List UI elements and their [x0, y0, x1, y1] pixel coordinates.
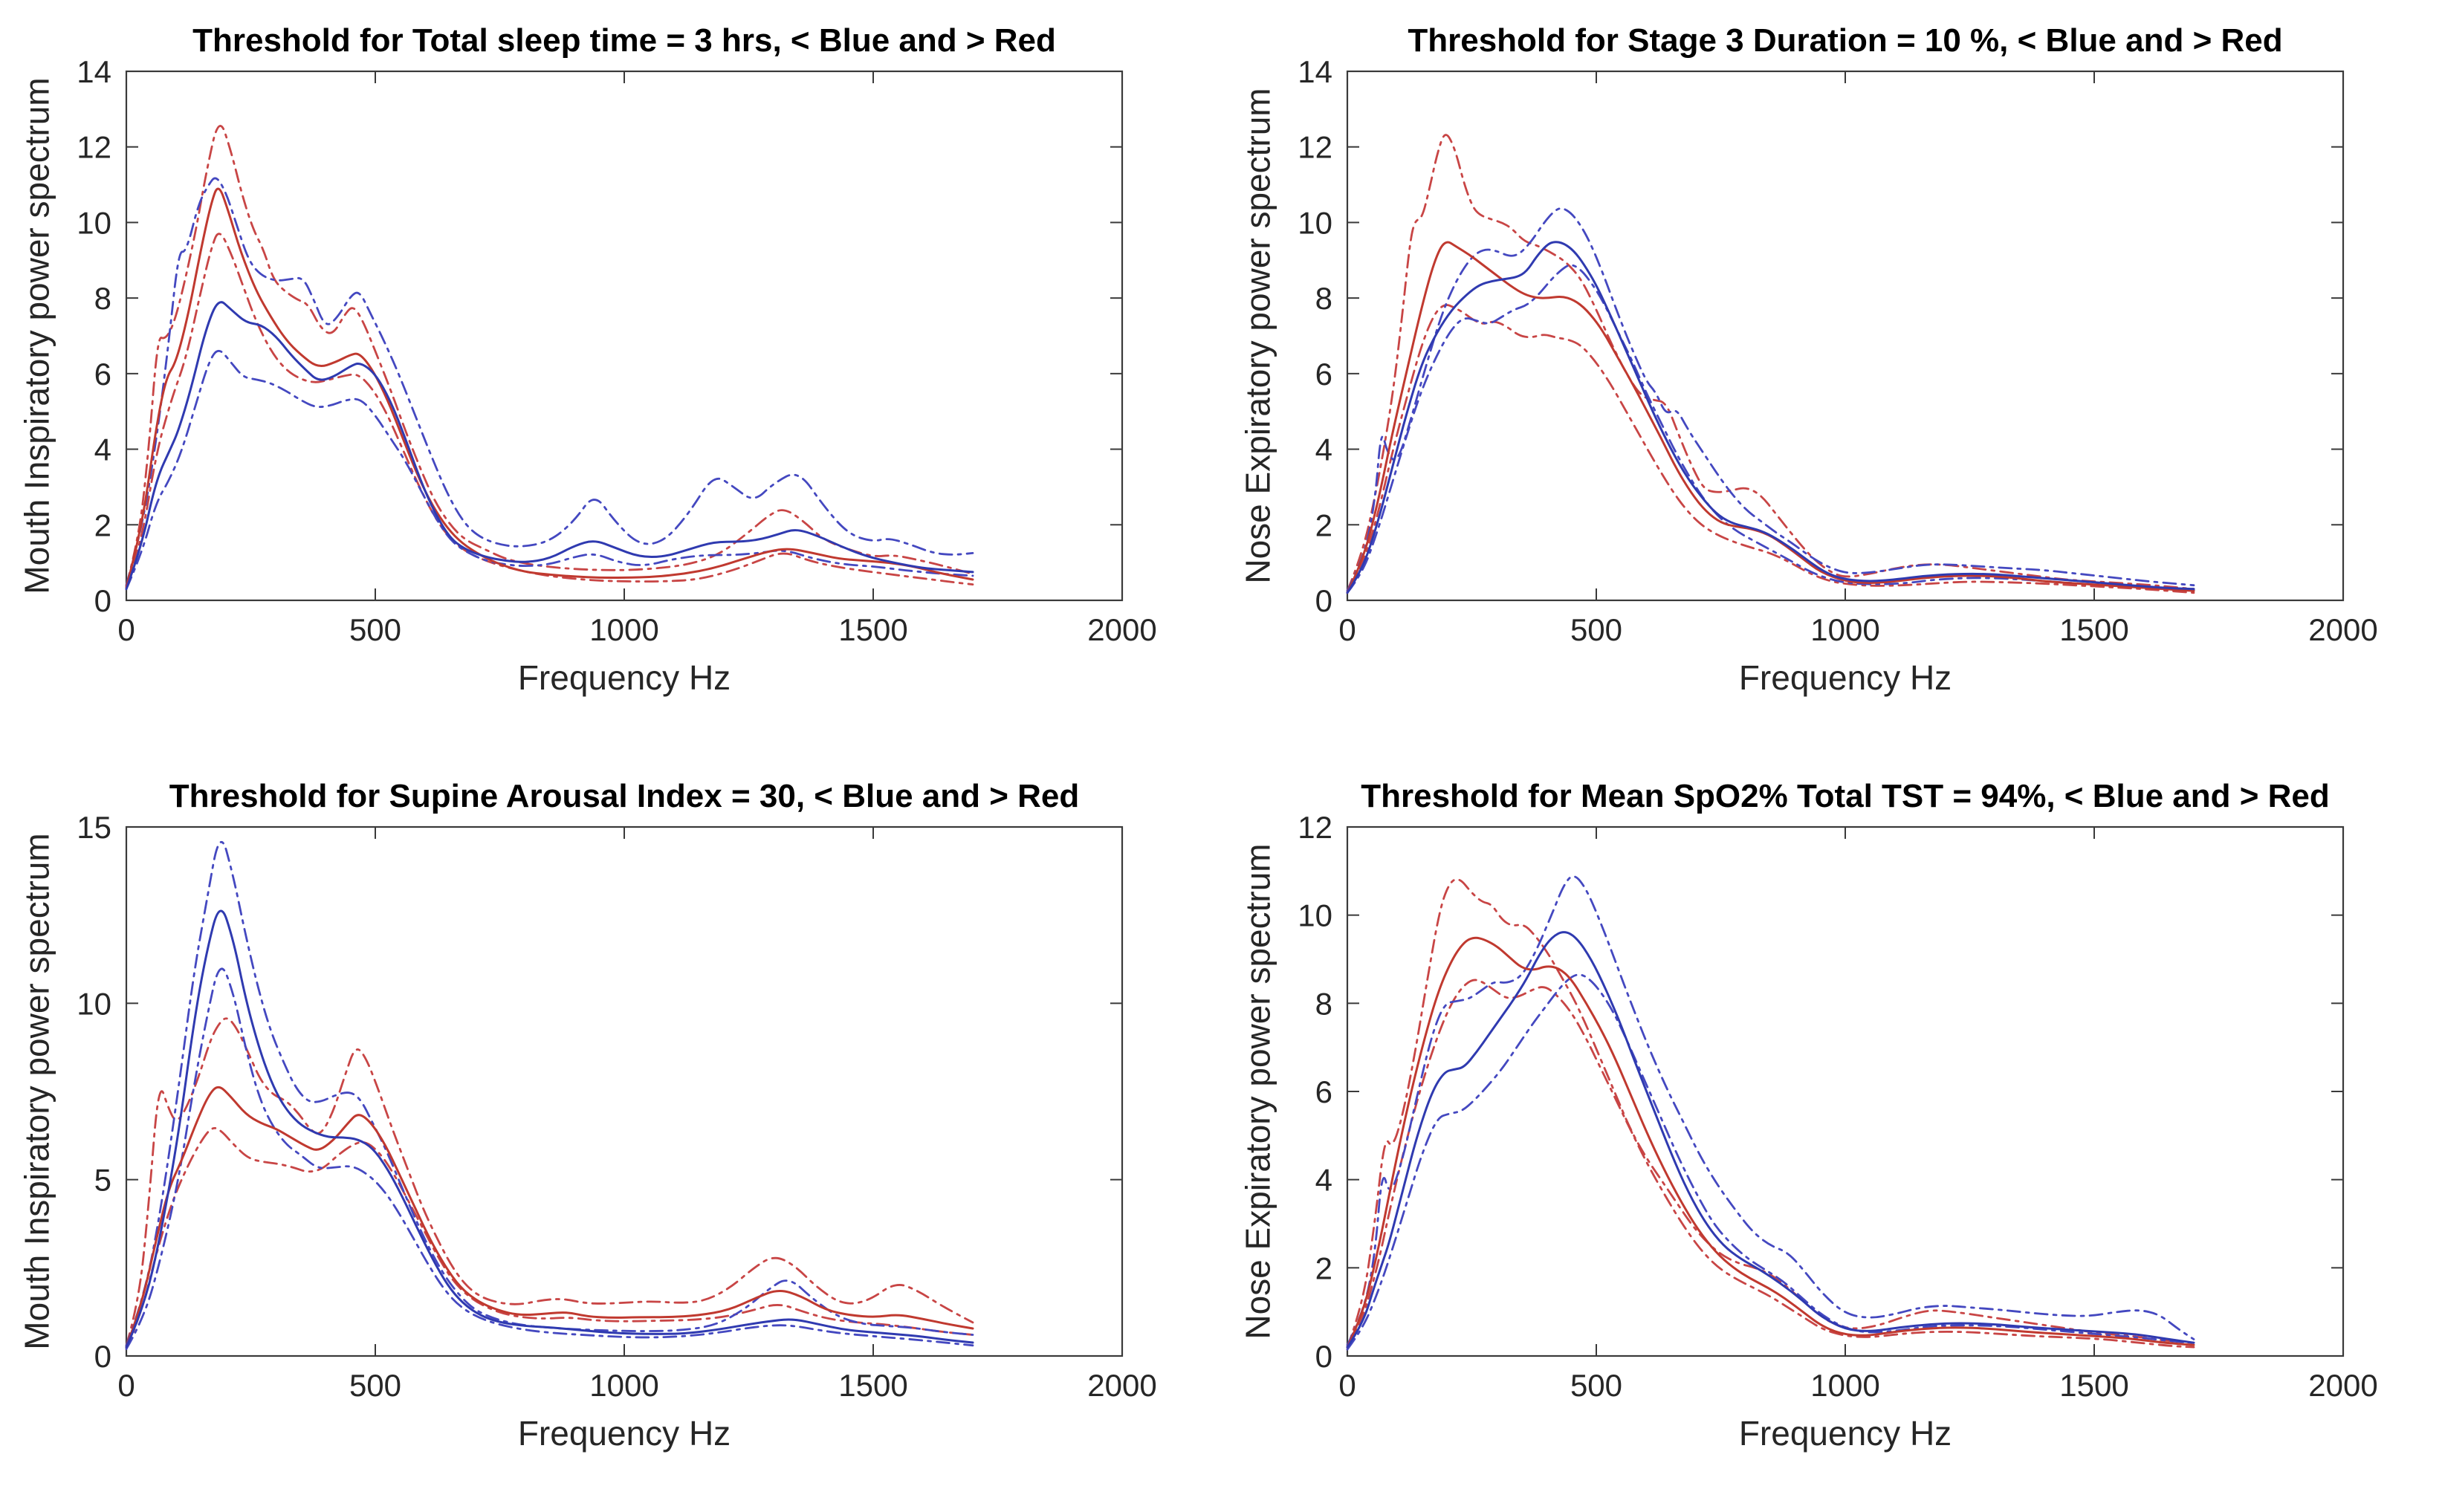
- y-tick-label: 8: [1315, 986, 1332, 1021]
- x-tick-label: 1000: [589, 1368, 658, 1403]
- y-tick-label: 15: [77, 810, 111, 845]
- y-tick-label: 0: [94, 1339, 111, 1374]
- x-tick-label: 2000: [2308, 1368, 2377, 1403]
- x-tick-label: 1500: [838, 1368, 907, 1403]
- y-tick-label: 6: [94, 357, 111, 392]
- x-tick-label: 1500: [2059, 612, 2128, 647]
- plot-title: Threshold for Total sleep time = 3 hrs, …: [192, 22, 1056, 59]
- x-tick-label: 500: [1570, 612, 1622, 647]
- plot-canvas: 0 500 1000 1500 2000 0 2 4 6 8 10 12 14: [77, 54, 1156, 647]
- y-tick-label: 6: [1315, 1074, 1332, 1109]
- red-lower-ci-line: [125, 233, 974, 591]
- plot-title: Threshold for Stage 3 Duration = 10 %, <…: [1408, 22, 2283, 59]
- y-tick-label: 10: [1298, 898, 1332, 933]
- x-tick-label: 2000: [1087, 612, 1156, 647]
- x-tick-label: 500: [1570, 1368, 1622, 1403]
- blue-upper-ci-line: [1346, 207, 2195, 592]
- red-upper-ci-line: [1346, 134, 2195, 592]
- y-tick-label: 8: [94, 281, 111, 316]
- blue-upper-ci-line: [125, 841, 974, 1347]
- blue-mean-line: [125, 301, 974, 591]
- y-tick-label: 10: [77, 205, 111, 240]
- plot-canvas: 0 500 1000 1500 2000 0 5 10 15: [77, 810, 1156, 1403]
- red-mean-line: [125, 187, 974, 588]
- x-tick-label: 0: [1338, 612, 1356, 647]
- x-axis-label: Frequency Hz: [517, 658, 731, 697]
- red-lower-ci-line: [125, 1126, 974, 1350]
- y-tick-label: 2: [1315, 507, 1332, 542]
- blue-lower-ci-line: [125, 349, 974, 591]
- plot-title: Threshold for Mean SpO2% Total TST = 94%…: [1361, 778, 2330, 814]
- blue-lower-ci-line: [1346, 973, 2195, 1351]
- x-tick-label: 1500: [838, 612, 907, 647]
- x-tick-label: 1000: [1810, 1368, 1879, 1403]
- x-tick-label: 2000: [1087, 1368, 1156, 1403]
- plot-canvas: 0 500 1000 1500 2000 0 2 4 6 8 10 12: [1298, 810, 2377, 1403]
- red-mean-line: [1346, 241, 2195, 594]
- x-axis-label: Frequency Hz: [1738, 1414, 1952, 1453]
- blue-upper-ci-line: [1346, 875, 2195, 1346]
- red-upper-ci-line: [125, 1017, 974, 1347]
- y-tick-label: 12: [1298, 130, 1332, 165]
- y-tick-label: 6: [1315, 357, 1332, 392]
- y-axis-label: Nose Expiratory power spectrum: [1239, 843, 1277, 1340]
- subplot-total-sleep-time: 0 500 1000 1500 2000 0 2 4 6 8 10 12 14 Threshold fo…: [0, 0, 1221, 756]
- y-tick-label: 10: [1298, 205, 1332, 240]
- x-tick-label: 0: [117, 1368, 135, 1403]
- axes-box: [1346, 825, 2345, 1357]
- x-tick-label: 2000: [2308, 612, 2377, 647]
- x-tick-label: 1000: [1810, 612, 1879, 647]
- red-mean-line: [1346, 936, 2195, 1349]
- y-tick-label: 10: [77, 986, 111, 1021]
- x-axis-label: Frequency Hz: [517, 1414, 731, 1453]
- blue-upper-ci-line: [125, 177, 974, 587]
- blue-mean-line: [1346, 241, 2195, 594]
- y-tick-label: 14: [1298, 54, 1332, 89]
- y-tick-label: 12: [77, 130, 111, 165]
- x-axis-label: Frequency Hz: [1738, 658, 1952, 697]
- y-tick-label: 8: [1315, 281, 1332, 316]
- y-tick-label: 4: [1315, 432, 1332, 467]
- y-tick-label: 0: [94, 583, 111, 618]
- red-mean-line: [125, 1086, 974, 1349]
- x-tick-label: 0: [117, 612, 135, 647]
- axes-box: [1346, 70, 2345, 602]
- y-tick-label: 2: [1315, 1250, 1332, 1285]
- y-tick-label: 5: [94, 1163, 111, 1198]
- x-tick-label: 0: [1338, 1368, 1356, 1403]
- plot-title: Threshold for Supine Arousal Index = 30,…: [169, 778, 1080, 814]
- y-tick-label: 0: [1315, 1339, 1332, 1374]
- subplot-supine-arousal-index: 0 500 1000 1500 2000 0 5 10 15 Threshold for Sup…: [0, 756, 1221, 1511]
- x-tick-label: 1000: [589, 612, 658, 647]
- blue-mean-line: [125, 909, 974, 1349]
- blue-lower-ci-line: [125, 967, 974, 1350]
- blue-lower-ci-line: [1346, 264, 2195, 594]
- y-tick-label: 14: [77, 54, 111, 89]
- plot-canvas: 0 500 1000 1500 2000 0 2 4 6 8 10 12 14: [1298, 54, 2377, 647]
- y-axis-label: Mouth Inspiratory power spectrum: [18, 77, 57, 594]
- y-tick-label: 2: [94, 507, 111, 542]
- y-tick-label: 0: [1315, 583, 1332, 618]
- x-tick-label: 500: [349, 1368, 401, 1403]
- subplot-stage3-duration: 0 500 1000 1500 2000 0 2 4 6 8 10 12 14 Threshold fo…: [1221, 0, 2442, 756]
- red-upper-ci-line: [125, 125, 974, 587]
- red-lower-ci-line: [1346, 979, 2195, 1351]
- red-lower-ci-line: [1346, 304, 2195, 594]
- y-tick-label: 12: [1298, 810, 1332, 845]
- red-upper-ci-line: [1346, 878, 2195, 1349]
- y-axis-label: Nose Expiratory power spectrum: [1239, 88, 1277, 584]
- subplot-mean-spo2-tst: 0 500 1000 1500 2000 0 2 4 6 8 10 12 Threshold for …: [1221, 756, 2442, 1511]
- blue-mean-line: [1346, 931, 2195, 1349]
- y-tick-label: 4: [1315, 1163, 1332, 1198]
- x-tick-label: 500: [349, 612, 401, 647]
- y-tick-label: 4: [94, 432, 111, 467]
- x-tick-label: 1500: [2059, 1368, 2128, 1403]
- y-axis-label: Mouth Inspiratory power spectrum: [18, 833, 57, 1350]
